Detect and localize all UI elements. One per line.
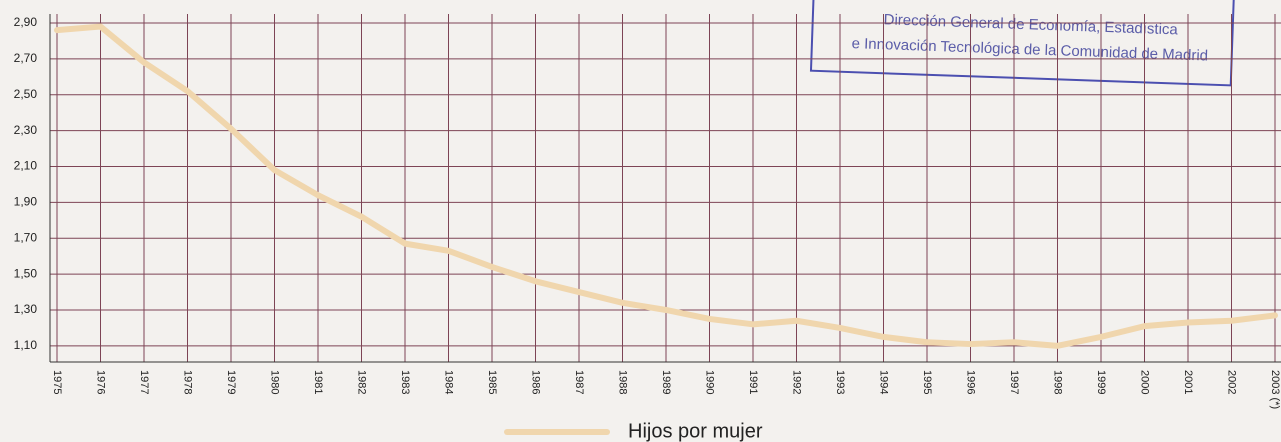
x-tick-label: 1988 <box>617 370 629 394</box>
y-tick-label: 2,70 <box>14 51 38 65</box>
x-tick-label: 1981 <box>312 370 324 394</box>
x-tick-label: 1992 <box>791 370 803 394</box>
x-tick-label: 1978 <box>182 370 194 394</box>
x-tick-label: 1998 <box>1052 370 1064 394</box>
x-tick-label: 1999 <box>1095 370 1107 394</box>
y-tick-label: 1,70 <box>14 230 38 244</box>
x-tick-label: 1984 <box>443 370 455 394</box>
x-tick-label: 1994 <box>878 370 890 394</box>
y-tick-label: 2,30 <box>14 123 38 137</box>
stamp-text: e Innovación Tecnológica de la Comunidad… <box>851 35 1208 64</box>
y-tick-label: 1,50 <box>14 266 38 280</box>
x-tick-label: 1986 <box>530 370 542 394</box>
y-tick-label: 1,10 <box>14 338 38 352</box>
stamp: Dirección General de Economía, Estadísti… <box>809 0 1235 87</box>
x-tick-label: 1979 <box>225 370 237 394</box>
y-tick-label: 1,90 <box>14 195 38 209</box>
x-tick-label: 1987 <box>573 370 585 394</box>
x-tick-label: 1996 <box>965 370 977 394</box>
x-tick-label: 1977 <box>138 370 150 394</box>
x-tick-label: 1983 <box>399 370 411 394</box>
legend-label: Hijos por mujer <box>628 420 763 442</box>
x-tick-label: 1976 <box>95 370 107 394</box>
x-tick-label: 1993 <box>834 370 846 394</box>
x-tick-label: 1997 <box>1008 370 1020 394</box>
x-tick-label: 1980 <box>269 370 281 394</box>
x-tick-label: 1989 <box>660 370 672 394</box>
x-tick-label: 2003 (*) <box>1269 370 1281 409</box>
x-tick-label: 1985 <box>486 370 498 394</box>
x-tick-label: 1995 <box>921 370 933 394</box>
y-tick-label: 2,10 <box>14 159 38 173</box>
x-tick-label: 2001 <box>1182 370 1194 394</box>
x-tick-label: 1990 <box>704 370 716 394</box>
x-tick-label: 1991 <box>747 370 759 394</box>
y-tick-label: 2,50 <box>14 87 38 101</box>
x-tick-label: 2000 <box>1139 370 1151 394</box>
x-tick-label: 1975 <box>51 370 63 394</box>
stamp-text: Dirección General de Economía, Estadísti… <box>883 11 1178 38</box>
x-tick-label: 2002 <box>1226 370 1238 394</box>
x-tick-label: 1982 <box>356 370 368 394</box>
stamp-frame <box>809 0 1235 87</box>
y-tick-label: 2,90 <box>14 15 38 29</box>
series-line <box>54 23 1278 349</box>
y-tick-label: 1,30 <box>14 302 38 316</box>
